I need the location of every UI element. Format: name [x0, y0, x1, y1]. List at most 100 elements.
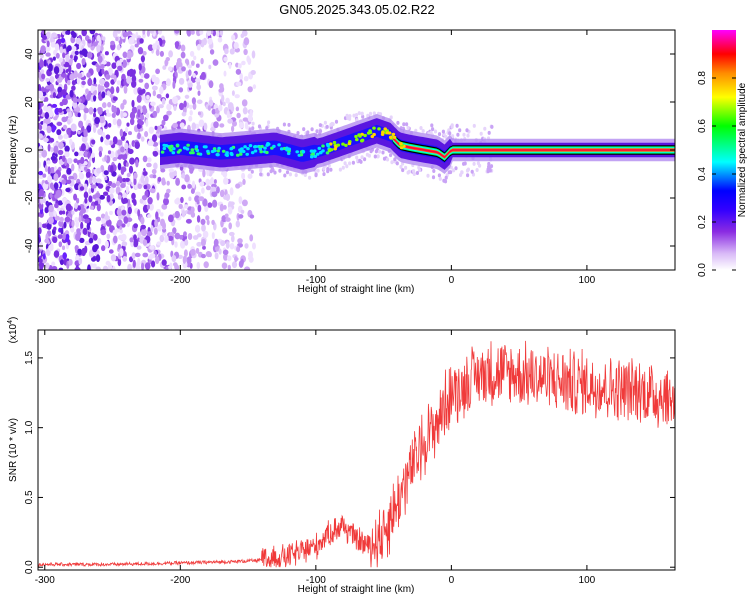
spectrogram-speckle [160, 218, 165, 227]
spectrogram-speckle [77, 248, 83, 256]
snr-line [38, 340, 675, 568]
spectrogram-speckle [38, 161, 41, 169]
spectrogram-speckle [52, 92, 57, 99]
spectrogram-speckle [96, 167, 102, 174]
spectrogram-speckle [160, 168, 166, 173]
ridge-blob [253, 145, 258, 149]
spectrogram-x-tick-label: -300 [35, 275, 55, 286]
spectrogram-speckle [45, 77, 50, 82]
ridge-blob [240, 147, 244, 151]
spectrogram-speckle [117, 162, 122, 171]
spectrogram-speckle [75, 233, 81, 241]
spectrogram-speckle [273, 170, 277, 175]
spectrogram-speckle [343, 161, 347, 166]
spectrogram-speckle [466, 173, 470, 178]
spectrogram-speckle [152, 150, 159, 157]
spectrogram-speckle [154, 219, 159, 228]
spectrogram-speckle [157, 176, 162, 182]
spectrogram-speckle [351, 160, 355, 165]
spectrogram-speckle [117, 243, 122, 250]
spectrogram-speckle [105, 61, 111, 67]
ridge-blob [246, 147, 250, 151]
spectrogram-speckle [365, 152, 369, 157]
spectrogram-speckle [144, 262, 151, 270]
spectrogram-speckle [377, 149, 382, 154]
spectrogram-speckle [83, 107, 90, 114]
spectrogram-speckle [232, 120, 237, 127]
spectrogram-speckle [89, 205, 95, 210]
spectrogram-speckle [203, 261, 209, 269]
snr-x-tick-label: -100 [306, 575, 326, 586]
spectrogram-speckle [107, 101, 112, 108]
spectrogram-speckle [71, 210, 75, 215]
spectrogram-speckle [231, 234, 235, 243]
spectrogram-speckle [79, 186, 85, 191]
spectrogram-speckle [92, 176, 97, 183]
spectrogram-speckle [87, 39, 92, 44]
spectrogram-speckle [42, 123, 48, 131]
spectrogram-speckle [156, 94, 162, 99]
spectrogram-speckle [42, 35, 47, 40]
spectrogram-speckle [198, 196, 205, 202]
spectrogram-y-tick-label: 40 [24, 48, 35, 60]
spectrogram-speckle [225, 241, 230, 249]
ridge-blob [313, 154, 318, 158]
spectrogram-speckle [205, 185, 212, 191]
spectrogram-speckle [54, 203, 59, 209]
spectrogram-speckle [99, 45, 104, 52]
spectrogram-speckle [119, 248, 124, 257]
spectrogram-speckle [478, 163, 482, 168]
spectrogram-speckle [159, 86, 164, 95]
spectrogram-speckle [39, 53, 45, 59]
spectrogram-speckle [235, 68, 242, 75]
spectrogram-speckle [122, 256, 127, 262]
spectrogram-speckle [218, 104, 223, 112]
spectrogram-speckle [159, 234, 165, 243]
ridge-blob [277, 143, 281, 147]
spectrogram-speckle [197, 90, 201, 96]
ridge-core-band [160, 130, 675, 160]
ridge-blob [176, 150, 181, 154]
spectrogram-speckle [45, 31, 51, 39]
spectrogram-speckle [113, 75, 117, 83]
spectrogram-speckle [225, 217, 231, 222]
spectrogram-speckle [77, 72, 83, 79]
spectrogram-speckle [165, 93, 170, 99]
spectrogram-speckle [162, 65, 167, 70]
spectrogram-speckle [81, 247, 86, 257]
spectrogram-speckle [154, 125, 158, 130]
spectrogram-speckle [104, 154, 108, 162]
spectrogram-speckle [88, 157, 92, 162]
spectrogram-speckle [78, 172, 85, 180]
spectrogram-speckle [117, 258, 122, 267]
spectrogram-speckle [178, 87, 184, 93]
spectrogram-speckle [192, 102, 197, 110]
spectrogram-speckle [229, 48, 235, 55]
spectrogram-speckle [144, 82, 150, 90]
ridge-blob [169, 145, 173, 149]
spectrogram-speckle [218, 248, 222, 255]
spectrogram-speckle [105, 74, 111, 80]
spectrogram-speckle [171, 255, 177, 263]
ridge-blob [164, 144, 169, 148]
ridge-blob [265, 143, 270, 147]
spectrogram-speckle [417, 168, 421, 173]
spectrogram-speckle [125, 162, 129, 167]
spectrogram-speckle [44, 112, 50, 119]
spectrogram-speckle [140, 136, 145, 142]
spectrogram-speckle [175, 177, 181, 186]
ridge-blob [312, 149, 317, 153]
spectrogram-speckle [108, 140, 114, 146]
spectrogram-speckle [61, 98, 68, 106]
spectrogram-speckle [52, 56, 56, 61]
spectrogram-speckle [81, 30, 87, 37]
spectrogram-speckle [39, 258, 43, 263]
spectrogram-speckle [222, 227, 228, 234]
spectrogram-speckle [137, 183, 143, 189]
spectrogram-speckle [462, 132, 466, 137]
spectrogram-speckle [80, 207, 86, 214]
spectrogram-speckle [142, 30, 146, 35]
spectrogram-speckle [71, 220, 75, 228]
spectrogram-speckle [99, 194, 105, 200]
spectrogram-speckle [244, 243, 249, 249]
